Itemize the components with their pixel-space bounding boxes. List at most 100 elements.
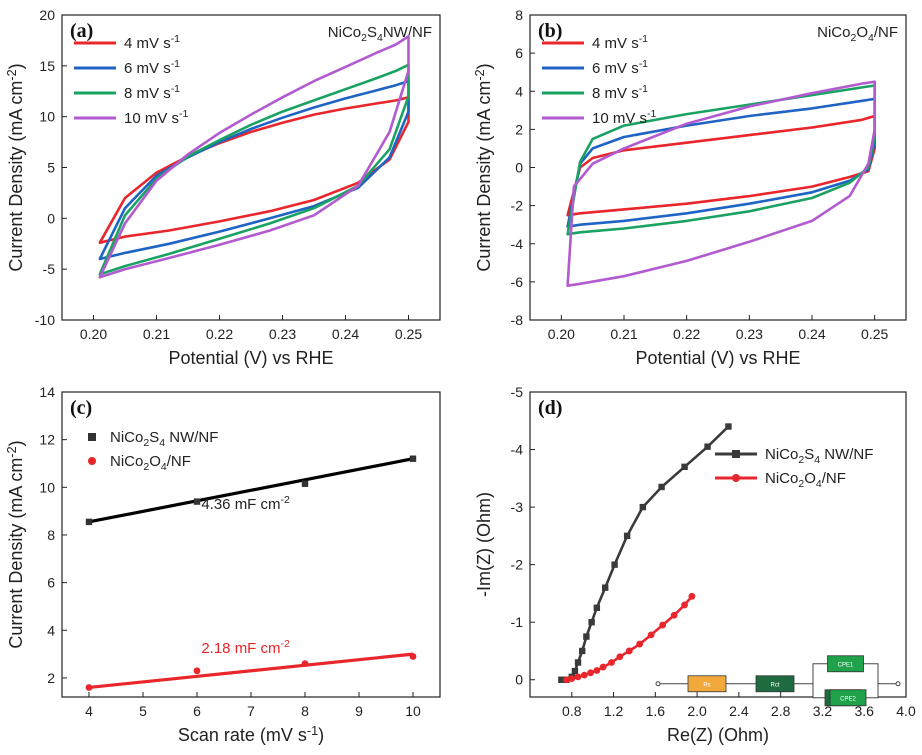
y-tick-label: 0	[515, 160, 523, 176]
legend-label: 10 mV s-1	[592, 108, 657, 127]
data-point	[593, 604, 601, 612]
legend-label: NiCo2O4/NF	[765, 470, 846, 490]
x-tick-label: 4	[85, 703, 93, 719]
legend-label: 8 mV s-1	[124, 83, 180, 102]
series-1	[563, 592, 696, 684]
circuit-element	[687, 675, 727, 693]
data-point	[616, 653, 624, 661]
panel-letter: (b)	[538, 20, 562, 42]
data-point	[409, 653, 417, 660]
x-tick-label: 0.25	[395, 326, 422, 342]
circuit-element	[829, 689, 867, 707]
legend-label: 4 mV s-1	[124, 33, 180, 52]
plot-frame	[529, 14, 907, 321]
legend-marker	[732, 474, 740, 482]
x-tick-label: 1.6	[646, 703, 666, 719]
x-tick-label: 0.20	[548, 326, 575, 342]
series-3	[566, 80, 877, 288]
x-tick-label: 3.2	[813, 703, 833, 719]
circuit-terminal	[895, 681, 901, 687]
data-point	[583, 633, 590, 640]
data-point	[639, 503, 646, 511]
y-tick-label: 10	[39, 109, 55, 125]
y-tick-label: 2	[515, 121, 523, 137]
y-tick-label: -2	[511, 557, 524, 573]
series-2	[566, 84, 877, 236]
data-point	[574, 673, 582, 681]
data-point	[301, 480, 309, 487]
series-3	[98, 35, 410, 279]
data-point	[611, 561, 618, 568]
legend-label: NiCo2S4 NW/NF	[110, 429, 218, 449]
y-tick-label: 6	[47, 575, 55, 591]
x-tick-label: 0.22	[673, 326, 700, 342]
y-tick-label: -5	[43, 261, 56, 277]
series-1: 2.18 mF cm-2	[85, 638, 417, 691]
y-axis-label: Current Density (mA cm-2)	[5, 63, 26, 271]
x-tick-label: 6	[193, 703, 201, 719]
data-point	[574, 659, 582, 666]
y-tick-label: -4	[511, 442, 524, 458]
cv-loop	[98, 63, 410, 276]
y-tick-label: 6	[515, 45, 523, 61]
data-point	[409, 455, 417, 462]
data-point	[636, 640, 644, 648]
circuit-element-label: Rs	[703, 682, 710, 688]
series-2	[98, 63, 410, 276]
data-point	[681, 601, 688, 609]
data-point	[670, 611, 678, 619]
legend-label: 4 mV s-1	[592, 33, 648, 52]
data-point	[602, 584, 609, 591]
fit-line	[88, 457, 414, 524]
nyquist-line	[561, 425, 730, 682]
panel-a: 0.20 0.21 0.22 0.23 0.24 0.25 -10 -5 0 5 10 15 20 Pot…	[5, 7, 441, 368]
x-tick-label: 8	[301, 703, 309, 719]
legend-label: 8 mV s-1	[592, 83, 648, 102]
y-tick-label: 4	[47, 622, 55, 638]
y-tick-label: -8	[511, 312, 524, 328]
y-tick-label: 4	[515, 83, 523, 99]
data-point	[608, 659, 615, 666]
legend-marker	[88, 457, 96, 465]
sample-annotation: NiCo2O4/NF	[817, 24, 898, 44]
data-point	[568, 675, 576, 682]
y-tick-label: 0	[47, 210, 55, 226]
y-tick-label: -4	[511, 236, 524, 252]
data-point	[193, 667, 201, 675]
series-0: 4.36 mF cm-2	[85, 455, 417, 526]
x-tick-label: 0.25	[861, 326, 888, 342]
y-tick-label: -6	[511, 274, 524, 290]
circuit-element	[755, 675, 795, 693]
x-tick-label: 2.0	[687, 703, 707, 719]
y-tick-label: 15	[39, 58, 55, 74]
x-tick-label: 2.8	[771, 703, 791, 719]
plot-frame	[529, 391, 907, 698]
x-tick-label: 0.24	[798, 326, 825, 342]
y-tick-label: 8	[47, 527, 55, 543]
x-axis-label: Re(Z) (Ohm)	[667, 725, 769, 745]
legend-label: 6 mV s-1	[124, 58, 180, 77]
data-point	[571, 667, 579, 675]
panel-c: 4 5 6 7 8 9 10 2 4 6 8 10 12 14 Scan rate (mV s-1) Curr…	[5, 384, 441, 745]
data-point	[579, 647, 586, 655]
panel-b: 0.20 0.21 0.22 0.23 0.24 0.25 -8 -6 -4 -2 0 2 4 6 8 Pot…	[473, 7, 907, 368]
data-point	[599, 663, 607, 671]
equivalent-circuit-inset: RsRctCPE1R1CPE2	[655, 655, 901, 707]
x-tick-label: 4.0	[896, 703, 916, 719]
legend-label: 10 mV s-1	[124, 108, 189, 127]
data-point	[659, 621, 667, 629]
x-tick-label: 9	[355, 703, 363, 719]
data-point	[587, 669, 594, 677]
y-tick-label: 10	[39, 479, 55, 495]
plot-frame	[61, 14, 441, 321]
series-0	[558, 423, 732, 683]
cv-loop	[566, 80, 877, 288]
data-point	[580, 671, 588, 679]
y-axis-label: -Im(Z) (Ohm)	[474, 492, 494, 597]
x-axis-label: Scan rate (mV s-1)	[178, 724, 324, 745]
data-point	[193, 498, 201, 505]
legend-label: 6 mV s-1	[592, 58, 648, 77]
y-tick-label: 12	[39, 432, 55, 448]
x-tick-label: 5	[139, 703, 147, 719]
